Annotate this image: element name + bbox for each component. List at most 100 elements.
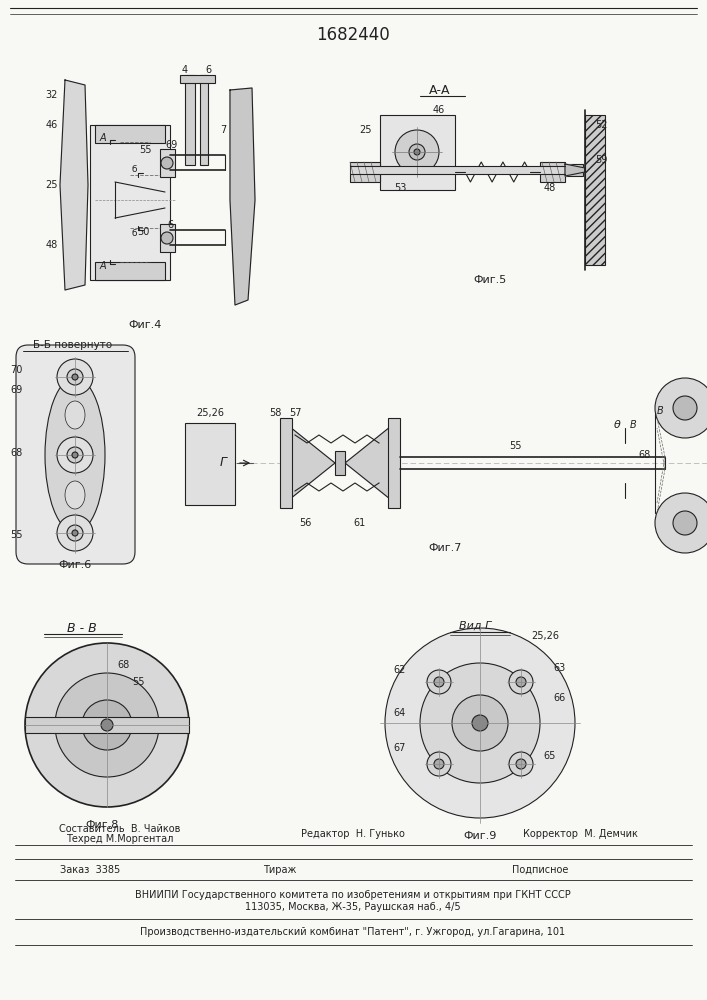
Polygon shape: [285, 423, 335, 503]
Text: 25,26: 25,26: [531, 631, 559, 641]
Text: 113035, Москва, Ж-35, Раушская наб., 4/5: 113035, Москва, Ж-35, Раушская наб., 4/5: [245, 902, 461, 912]
Circle shape: [452, 695, 508, 751]
Text: В: В: [657, 406, 664, 416]
Text: 69: 69: [166, 140, 178, 150]
Circle shape: [509, 670, 533, 694]
Text: 6: 6: [167, 220, 173, 230]
Text: 4: 4: [182, 65, 188, 75]
Text: Тираж: Тираж: [263, 865, 297, 875]
Text: 68: 68: [11, 448, 23, 458]
Text: 55: 55: [132, 677, 144, 687]
Text: 55: 55: [509, 441, 521, 451]
Bar: [350, 162, 380, 182]
Circle shape: [67, 447, 83, 463]
Circle shape: [434, 759, 444, 769]
Text: В: В: [630, 420, 636, 430]
Text: 52: 52: [595, 120, 607, 130]
Bar: [200, 75, 208, 165]
Polygon shape: [345, 423, 395, 503]
Circle shape: [67, 369, 83, 385]
Circle shape: [55, 673, 159, 777]
Text: ВНИИПИ Государственного комитета по изобретениям и открытиям при ГКНТ СССР: ВНИИПИ Государственного комитета по изоб…: [135, 890, 571, 900]
Text: 55: 55: [11, 530, 23, 540]
Bar: [90, 125, 170, 280]
Text: 48: 48: [46, 240, 58, 250]
Text: 68: 68: [639, 450, 651, 460]
Text: 68: 68: [117, 660, 129, 670]
Ellipse shape: [45, 377, 105, 532]
Circle shape: [101, 719, 113, 731]
Text: Корректор  М. Демчик: Корректор М. Демчик: [522, 829, 638, 839]
Circle shape: [57, 437, 93, 473]
Text: 69: 69: [11, 385, 23, 395]
Bar: [335, 451, 345, 475]
Circle shape: [72, 530, 78, 536]
Bar: [185, 75, 195, 165]
Text: 70: 70: [11, 365, 23, 375]
Bar: [95, 125, 165, 143]
Bar: [585, 115, 605, 265]
Text: 64: 64: [394, 708, 406, 718]
Text: 6: 6: [205, 65, 211, 75]
Circle shape: [655, 493, 707, 553]
Circle shape: [385, 628, 575, 818]
Text: 62: 62: [394, 665, 407, 675]
Circle shape: [427, 670, 451, 694]
Text: Б-Б повернуто: Б-Б повернуто: [33, 340, 112, 350]
Text: Фиг.4: Фиг.4: [128, 320, 162, 330]
Text: Вид Г: Вид Г: [459, 621, 491, 631]
Bar: [350, 166, 565, 174]
Circle shape: [673, 396, 697, 420]
Text: 25: 25: [359, 125, 372, 135]
Circle shape: [25, 643, 189, 807]
Text: А: А: [100, 133, 106, 143]
Text: Фиг.7: Фиг.7: [428, 543, 462, 553]
Circle shape: [655, 378, 707, 438]
Text: 7: 7: [220, 125, 226, 135]
Circle shape: [414, 149, 420, 155]
Text: Фиг.9: Фиг.9: [463, 831, 497, 841]
Bar: [280, 418, 292, 508]
Text: Составитель  В. Чайков: Составитель В. Чайков: [59, 824, 181, 834]
Bar: [540, 162, 565, 182]
Ellipse shape: [65, 401, 85, 429]
Text: 65: 65: [544, 751, 556, 761]
Text: 55: 55: [139, 145, 151, 155]
Circle shape: [161, 157, 173, 169]
Text: Фиг.6: Фиг.6: [59, 560, 92, 570]
Text: Производственно-издательский комбинат "Патент", г. Ужгород, ул.Гагарина, 101: Производственно-издательский комбинат "П…: [141, 927, 566, 937]
Text: Г: Г: [220, 456, 227, 470]
Text: В - В: В - В: [67, 621, 97, 635]
Text: 67: 67: [394, 743, 407, 753]
Text: 66: 66: [554, 693, 566, 703]
Text: 59: 59: [595, 155, 607, 165]
Bar: [180, 75, 215, 83]
Bar: [388, 418, 400, 508]
Bar: [185, 423, 235, 505]
Text: 63: 63: [554, 663, 566, 673]
Polygon shape: [60, 80, 88, 290]
Circle shape: [57, 515, 93, 551]
Text: 61: 61: [354, 518, 366, 528]
Text: А-А: А-А: [429, 84, 451, 97]
Polygon shape: [230, 88, 255, 305]
Text: 1682440: 1682440: [316, 26, 390, 44]
Text: θ: θ: [614, 420, 620, 430]
Text: Фиг.8: Фиг.8: [86, 820, 119, 830]
Circle shape: [67, 525, 83, 541]
Circle shape: [82, 700, 132, 750]
Circle shape: [673, 511, 697, 535]
Circle shape: [420, 663, 540, 783]
Circle shape: [427, 752, 451, 776]
Bar: [160, 224, 175, 252]
Circle shape: [57, 359, 93, 395]
Circle shape: [395, 130, 439, 174]
Text: Редактор  Н. Гунько: Редактор Н. Гунько: [301, 829, 405, 839]
Circle shape: [409, 144, 425, 160]
Bar: [380, 115, 455, 190]
FancyBboxPatch shape: [16, 345, 135, 564]
Text: Фиг.5: Фиг.5: [474, 275, 507, 285]
Circle shape: [434, 677, 444, 687]
Circle shape: [72, 374, 78, 380]
Circle shape: [472, 715, 488, 731]
